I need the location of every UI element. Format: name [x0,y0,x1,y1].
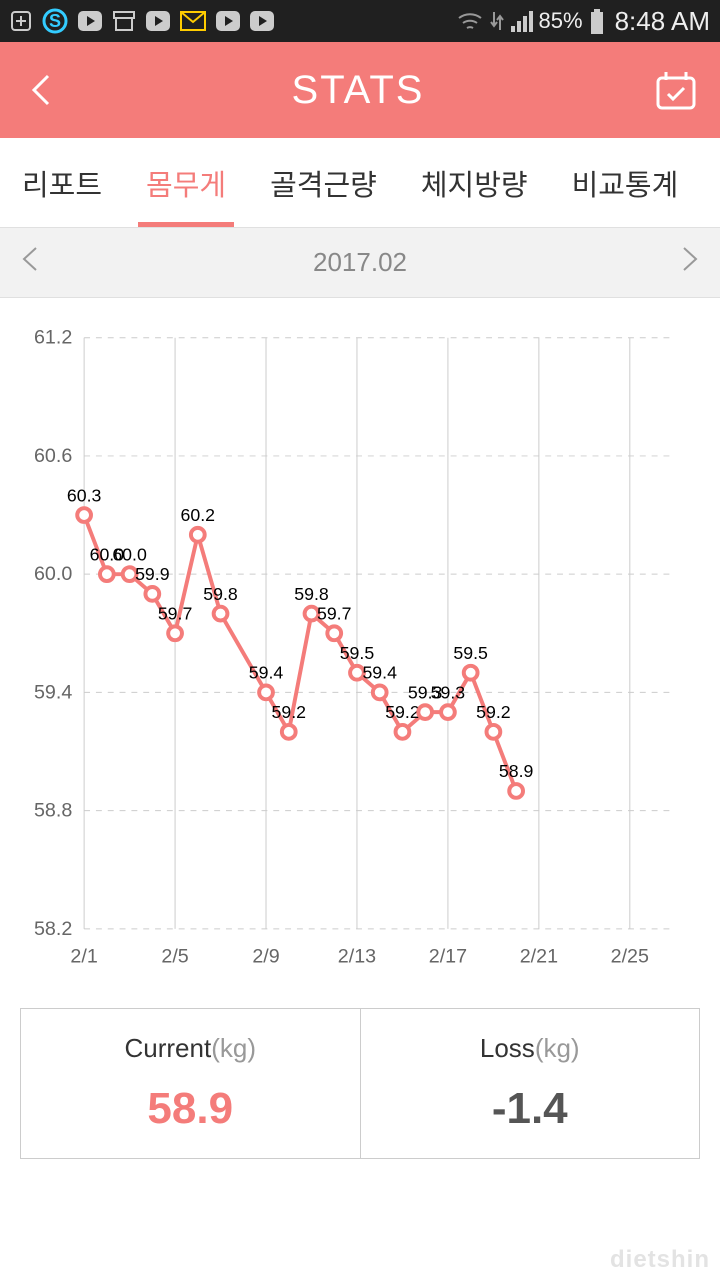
wifi-icon [457,10,483,32]
svg-text:60.2: 60.2 [181,505,215,525]
svg-text:59.5: 59.5 [340,643,375,663]
svg-text:58.2: 58.2 [34,918,72,940]
svg-text:2/17: 2/17 [429,945,467,967]
svg-text:2/9: 2/9 [252,945,279,967]
battery-icon [589,8,605,34]
month-navigator: 2017.02 [0,228,720,298]
watermark: dietshin [610,1246,710,1274]
svg-text:59.4: 59.4 [249,663,284,683]
tab-4[interactable]: 비교통계 [550,138,701,228]
calendar-button[interactable] [654,68,698,112]
svg-text:60.6: 60.6 [34,445,72,467]
svg-text:59.7: 59.7 [317,604,352,624]
weight-chart: 61.2 60.6 60.0 59.4 58.8 58.2 2/1 2/5 2/9 2/13 2/1… [0,298,720,998]
tab-3[interactable]: 체지방량 [399,138,550,228]
chart-svg: 61.2 60.6 60.0 59.4 58.8 58.2 2/1 2/5 2/9 2/13 2/1… [20,318,700,988]
youtube-icon-4 [250,11,274,31]
svg-text:2/1: 2/1 [70,945,97,967]
loss-label: Loss(kg) [371,1033,690,1064]
month-label: 2017.02 [50,247,670,278]
svg-text:59.4: 59.4 [34,681,72,703]
svg-text:S: S [49,11,61,31]
data-icon [489,10,505,32]
svg-text:59.9: 59.9 [135,564,170,584]
plus-box-icon [10,10,32,32]
svg-text:2/13: 2/13 [338,945,376,967]
youtube-icon-3 [216,11,240,31]
svg-text:59.7: 59.7 [158,604,193,624]
svg-text:59.5: 59.5 [453,643,488,663]
svg-text:59.2: 59.2 [476,702,511,722]
svg-text:60.3: 60.3 [67,485,102,505]
svg-text:2/25: 2/25 [611,945,649,967]
svg-text:60.0: 60.0 [34,563,72,585]
status-icons-right: 85% 8:48 AM [457,6,710,37]
status-bar: S 85% 8:48 AM [0,0,720,42]
app-header: STATS [0,42,720,138]
svg-text:58.8: 58.8 [34,800,72,822]
loss-value: -1.4 [371,1084,690,1134]
battery-percent-label: 85% [539,8,583,34]
back-button[interactable] [22,70,62,110]
next-month-button[interactable] [670,244,700,282]
current-value: 58.9 [31,1084,350,1134]
tab-1[interactable]: 몸무게 [124,138,248,228]
youtube-icon [78,11,102,31]
svg-text:59.3: 59.3 [431,682,466,702]
status-icons-left: S [10,8,274,34]
svg-text:59.2: 59.2 [385,702,419,722]
prev-month-button[interactable] [20,244,50,282]
svg-text:58.9: 58.9 [499,761,534,781]
svg-text:59.2: 59.2 [272,702,306,722]
summary-row: Current(kg) 58.9 Loss(kg) -1.4 [0,998,720,1169]
svg-text:59.4: 59.4 [362,663,397,683]
s-icon: S [42,8,68,34]
tabs: 리포트몸무게골격근량체지방량비교통계칼로 [0,138,720,228]
signal-icon [511,10,533,32]
mail-icon [180,11,206,31]
svg-text:2/21: 2/21 [520,945,558,967]
svg-text:2/5: 2/5 [161,945,188,967]
loss-cell: Loss(kg) -1.4 [360,1008,701,1159]
svg-text:59.8: 59.8 [203,584,238,604]
svg-text:61.2: 61.2 [34,327,72,349]
youtube-icon-2 [146,11,170,31]
tab-2[interactable]: 골격근량 [248,138,399,228]
clock-label: 8:48 AM [615,6,710,37]
current-weight-cell: Current(kg) 58.9 [20,1008,360,1159]
page-title: STATS [62,68,654,113]
tab-0[interactable]: 리포트 [0,138,124,228]
svg-text:59.8: 59.8 [294,584,329,604]
svg-text:60.0: 60.0 [112,544,147,564]
archive-icon [112,10,136,32]
current-label: Current(kg) [31,1033,350,1064]
tab-5[interactable]: 칼로 [700,138,720,228]
